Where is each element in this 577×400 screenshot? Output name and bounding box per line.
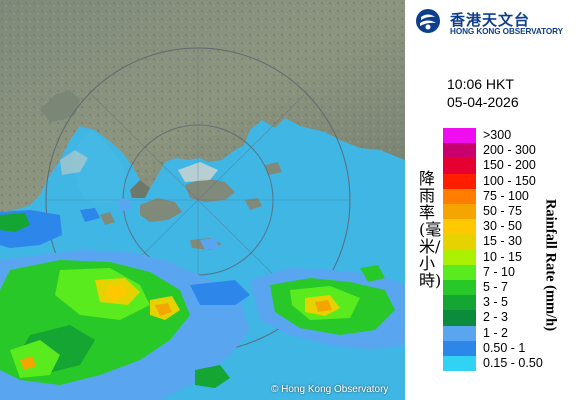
legend-label: 1 - 2	[483, 325, 509, 340]
org-name-cn: 香港天文台	[450, 11, 531, 29]
info-panel: 香港天文台 HONG KONG OBSERVATORY 10:06 HKT 05…	[405, 0, 577, 400]
hko-logo[interactable]: 香港天文台 HONG KONG OBSERVATORY	[413, 6, 573, 40]
legend-item: >300	[443, 128, 577, 144]
legend-label: 10 - 15	[483, 249, 522, 264]
radar-image	[0, 0, 405, 400]
legend-swatch	[443, 310, 476, 326]
legend-swatch	[443, 158, 476, 174]
legend-swatch	[443, 325, 476, 341]
legend-swatch	[443, 295, 476, 311]
legend-item: 100 - 150	[443, 173, 577, 189]
legend-title-en: Rainfall Rate (mm/h)	[542, 198, 559, 332]
hk-island	[185, 178, 235, 202]
legend-item: 50 - 75	[443, 204, 577, 220]
legend-item: 1 - 2	[443, 325, 577, 341]
legend-item: 3 - 5	[443, 295, 577, 311]
legend-item: 0.15 - 0.50	[443, 356, 577, 372]
legend-swatch	[443, 204, 476, 220]
legend-label: 15 - 30	[483, 234, 522, 249]
observation-date: 05-04-2026	[447, 94, 519, 110]
legend-label: 3 - 5	[483, 295, 509, 310]
legend-swatch	[443, 143, 476, 159]
legend-label: >300	[483, 128, 512, 142]
legend-item: 10 - 15	[443, 249, 577, 265]
hko-logo-icon	[416, 9, 440, 33]
legend-label: 50 - 75	[483, 204, 522, 218]
legend-title-cn: 降雨率(毫米/小時)	[419, 169, 442, 290]
lantau-island	[140, 198, 182, 222]
legend-swatch	[443, 356, 476, 372]
legend-label: 7 - 10	[483, 264, 515, 279]
legend-swatch	[443, 173, 476, 189]
legend-label: 0.50 - 1	[483, 340, 526, 355]
legend-swatch	[443, 249, 476, 265]
legend-item: 200 - 300	[443, 143, 577, 159]
legend-item: 30 - 50	[443, 219, 577, 235]
legend-swatch	[443, 280, 476, 296]
legend-label: 2 - 3	[483, 310, 509, 325]
legend-swatch	[443, 234, 476, 250]
legend-label: 75 - 100	[483, 188, 529, 203]
legend-swatch	[443, 128, 476, 144]
legend-item: 7 - 10	[443, 264, 577, 280]
legend-label: 200 - 300	[483, 143, 536, 158]
copyright-text: © Hong Kong Observatory	[271, 384, 389, 395]
rain-echoes	[0, 198, 405, 400]
legend-item: 5 - 7	[443, 280, 577, 296]
observation-time: 10:06 HKT	[447, 76, 514, 92]
legend-swatch	[443, 219, 476, 235]
legend-swatch	[443, 264, 476, 280]
radar-map[interactable]: © Hong Kong Observatory	[0, 0, 405, 400]
legend-label: 5 - 7	[483, 280, 509, 294]
legend-label: 100 - 150	[483, 173, 536, 188]
legend-item: 150 - 200	[443, 158, 577, 174]
legend-label: 0.15 - 0.50	[483, 356, 543, 370]
legend-item: 15 - 30	[443, 234, 577, 250]
legend-label: 30 - 50	[483, 219, 522, 234]
legend-swatch	[443, 340, 476, 356]
org-name-en: HONG KONG OBSERVATORY	[450, 27, 563, 36]
legend-item: 2 - 3	[443, 310, 577, 326]
legend-item: 0.50 - 1	[443, 340, 577, 356]
legend-label: 150 - 200	[483, 158, 536, 173]
legend-swatch	[443, 188, 476, 204]
legend-item: 75 - 100	[443, 188, 577, 204]
